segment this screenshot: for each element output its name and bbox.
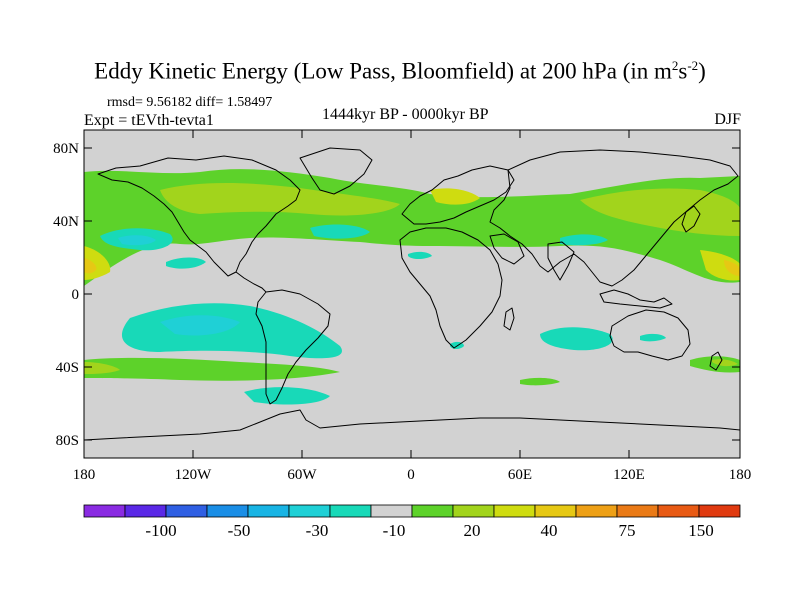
season-label: DJF	[714, 111, 741, 128]
experiment-label: Expt = tEVth-tevta1	[84, 112, 214, 129]
lon-label-120w: 120W	[175, 467, 213, 483]
negative-patch-natl	[310, 224, 370, 239]
colorbar-box	[83, 504, 126, 518]
colorbar-label: 75	[619, 521, 636, 540]
coast-australia	[609, 309, 691, 361]
coast-greenland	[299, 147, 373, 195]
colorbar-label: -10	[383, 521, 406, 540]
colorbar-box	[124, 504, 167, 518]
colorbar-label: -100	[145, 521, 176, 540]
colorbar-box	[411, 504, 454, 518]
negative-core-npac	[118, 235, 156, 246]
colorbar-box	[452, 504, 495, 518]
colorbar-box	[370, 504, 413, 518]
positive-core-na	[160, 183, 400, 216]
colorbar-box	[493, 504, 536, 518]
coast-central-america	[235, 271, 267, 293]
negative-band-spac	[121, 303, 342, 359]
lat-label-0: 0	[72, 287, 80, 303]
lon-label-0: 0	[407, 467, 415, 483]
positive-band-south-pac	[84, 357, 340, 381]
lon-label-120e: 120E	[613, 467, 645, 483]
negative-patch-asia	[560, 234, 608, 246]
map-field	[84, 130, 740, 458]
colorbar-label: -50	[228, 521, 251, 540]
lat-label-80n: 80N	[53, 141, 79, 157]
colorbar-box	[165, 504, 208, 518]
positive-patch-sindian	[520, 377, 560, 386]
colorbar-box	[206, 504, 249, 518]
coast-africa	[399, 227, 503, 349]
colorbar-box	[534, 504, 577, 518]
coastlines	[84, 147, 740, 441]
lon-label-60e: 60E	[508, 467, 532, 483]
coast-india	[547, 241, 575, 281]
positive-core-pacific-west	[700, 250, 740, 281]
coast-south-america	[255, 289, 331, 405]
colorbar-box	[329, 504, 372, 518]
coast-indonesia	[599, 289, 673, 309]
lat-label-80s: 80S	[56, 433, 79, 449]
colorbar-labels: -100 -50 -30 -10 20 40 75 150	[145, 521, 713, 540]
colorbar	[83, 504, 741, 518]
colorbar-box	[657, 504, 700, 518]
coast-antarctica	[84, 409, 740, 441]
lat-label-40n: 40N	[53, 214, 79, 230]
negative-patch-tasman	[640, 333, 666, 342]
lon-label-180e: 180	[729, 467, 752, 483]
negative-patch-atlantic	[408, 251, 432, 259]
positive-core-aus	[712, 359, 738, 367]
coast-europe	[401, 165, 515, 225]
coast-new-zealand	[709, 351, 723, 371]
plot-title: Eddy Kinetic Energy (Low Pass, Bloomfiel…	[94, 58, 706, 84]
lat-tick-marks	[84, 147, 740, 441]
colorbar-box	[616, 504, 659, 518]
negative-patch-sindian	[540, 327, 613, 351]
coast-japan	[681, 205, 701, 233]
negative-core-spac	[160, 315, 240, 336]
colorbar-label: 20	[464, 521, 481, 540]
colorbar-box	[575, 504, 618, 518]
colorbar-box	[698, 504, 741, 518]
lon-label-60w: 60W	[287, 467, 317, 483]
positive-top-pacific-east	[84, 258, 97, 274]
colorbar-box	[247, 504, 290, 518]
coast-madagascar	[503, 307, 515, 331]
colorbar-label: -30	[306, 521, 329, 540]
coast-north-america	[97, 155, 301, 277]
coast-arabia	[489, 233, 525, 265]
rmsd-diff-text: rmsd= 9.56182 diff= 1.58497	[107, 95, 273, 110]
lon-label-180w: 180	[73, 467, 96, 483]
coast-asia	[489, 149, 739, 287]
lat-label-40s: 40S	[56, 360, 79, 376]
period-label: 1444kyr BP - 0000kyr BP	[322, 106, 489, 123]
negative-patch-hawaii	[166, 257, 206, 269]
colorbar-label: 150	[688, 521, 714, 540]
positive-core-south-pac	[84, 362, 120, 374]
colorbar-box	[288, 504, 331, 518]
positive-top-pacific-west	[724, 260, 740, 276]
lon-tick-marks	[83, 130, 741, 458]
colorbar-label: 40	[541, 521, 558, 540]
positive-core-europe	[430, 188, 480, 205]
